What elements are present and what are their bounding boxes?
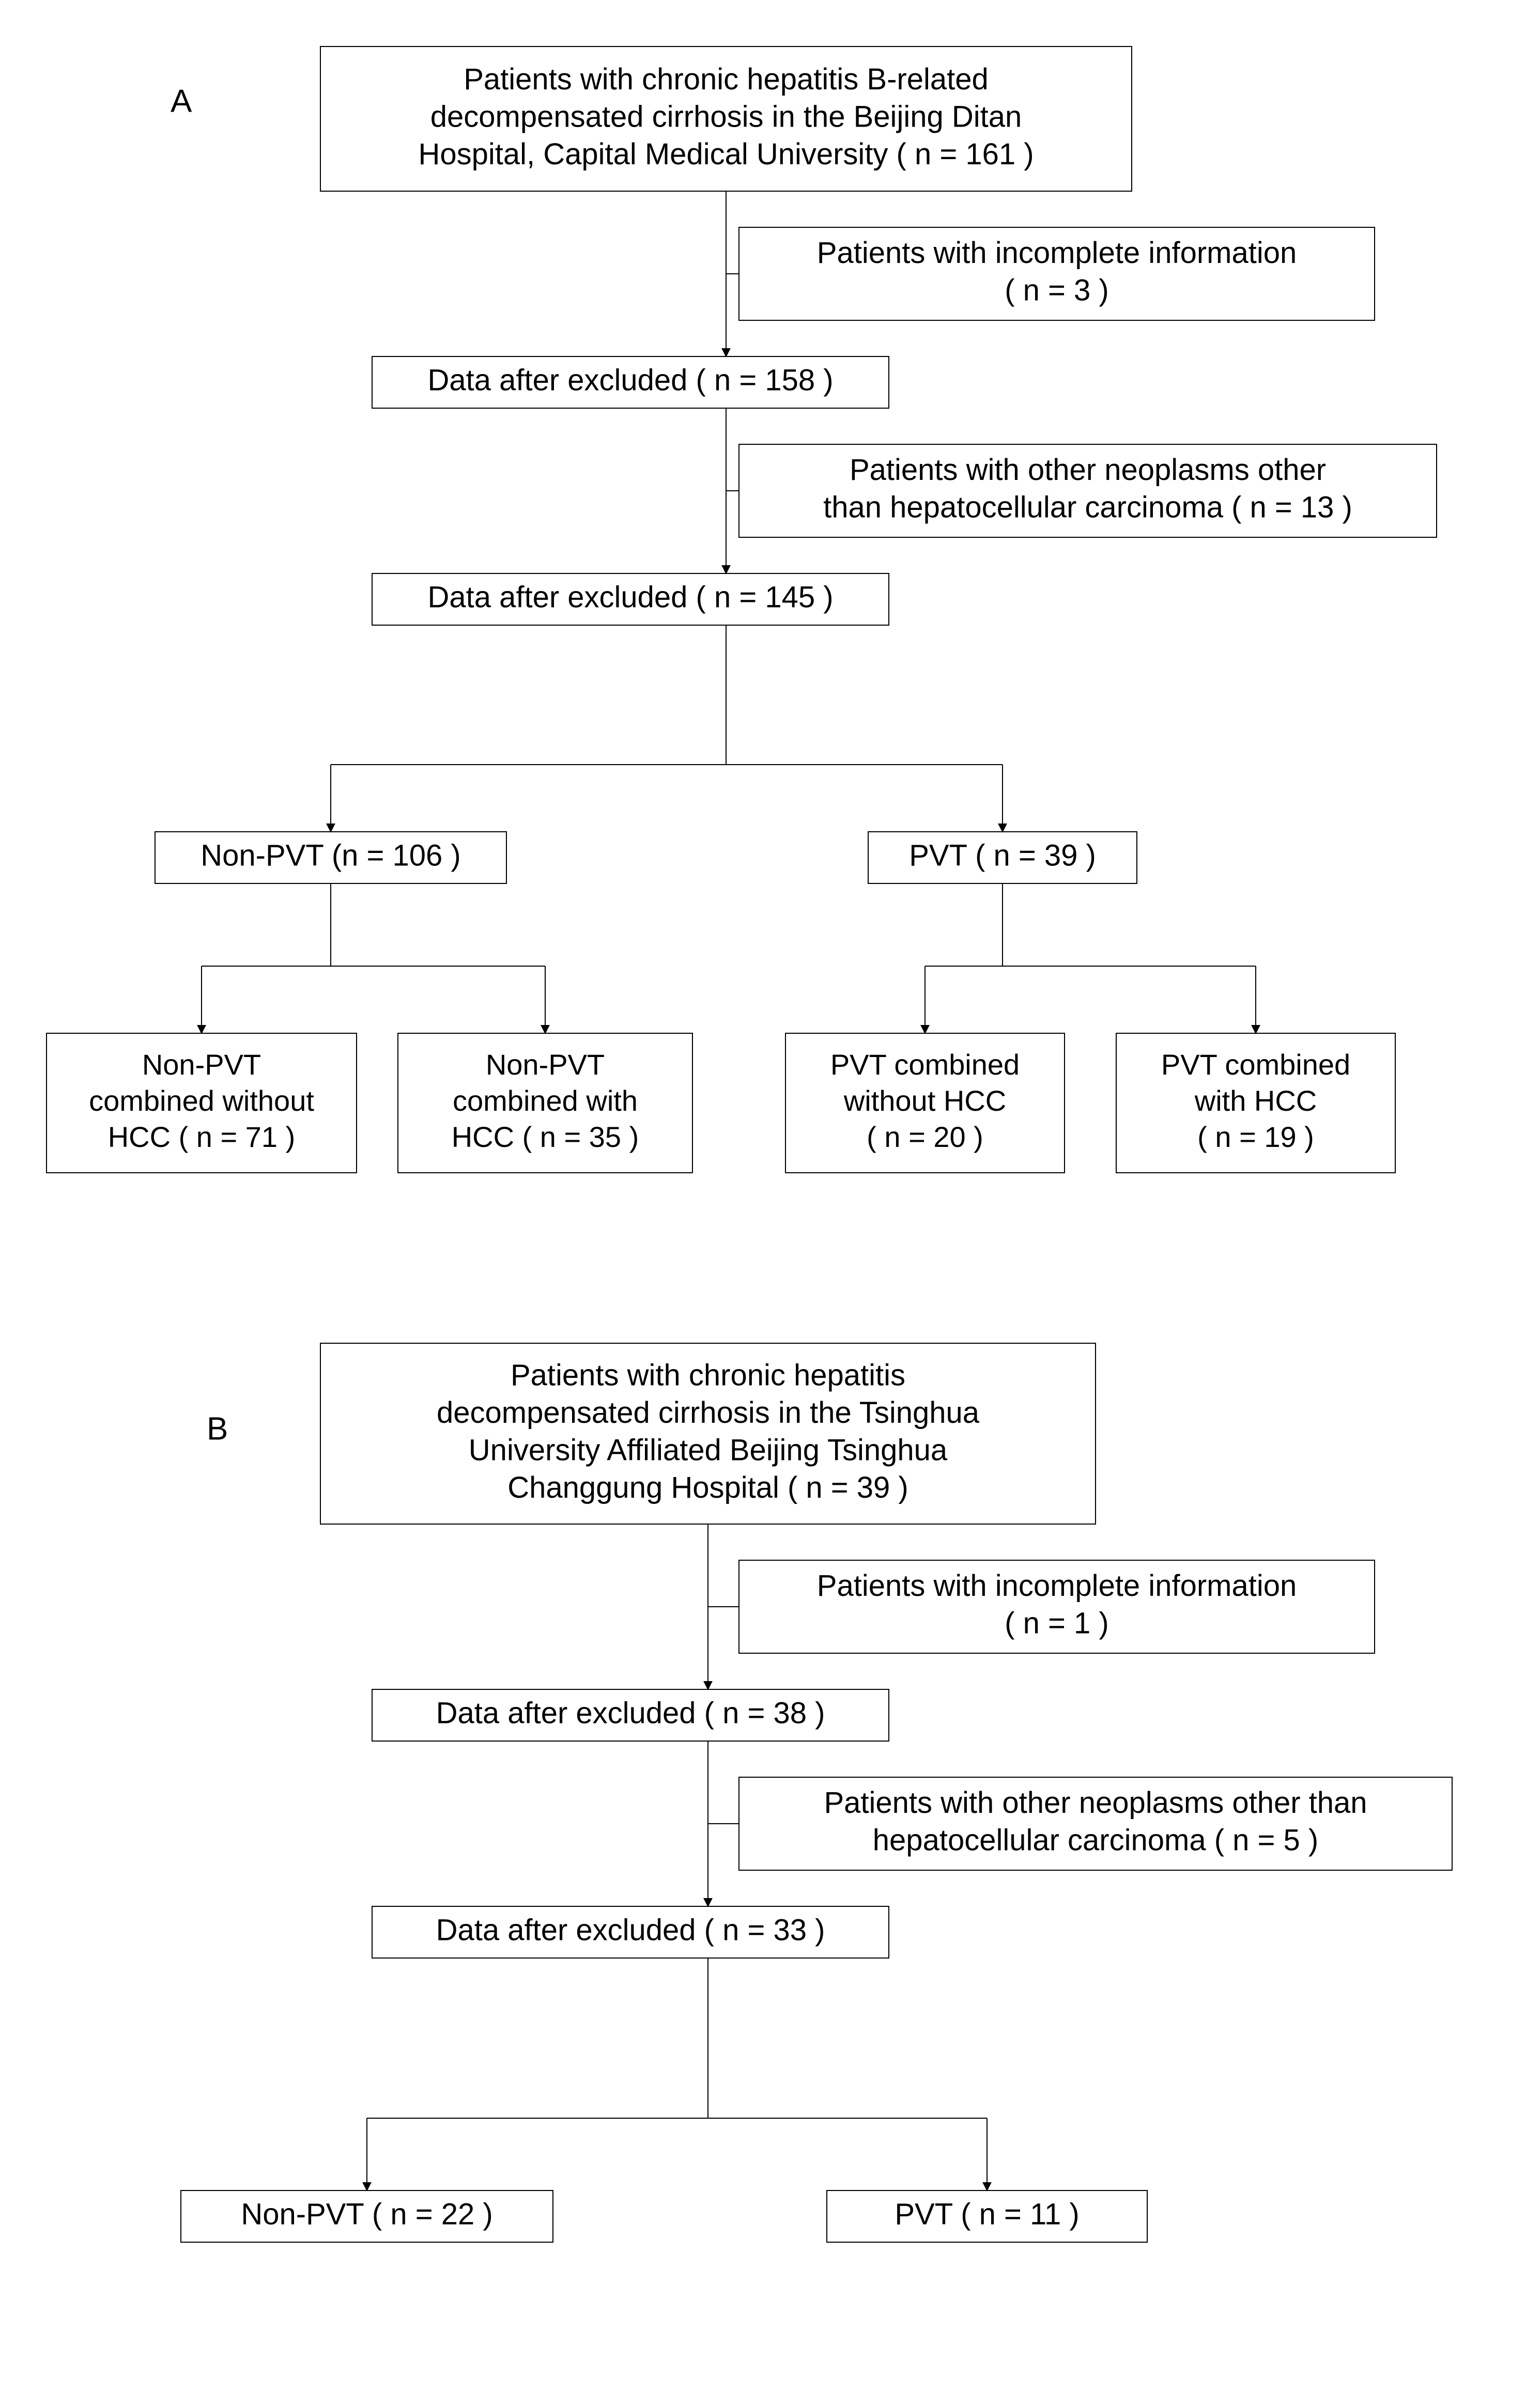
node-a_np_nohcc-text: Non-PVT bbox=[142, 1048, 261, 1081]
node-a_top-text: decompensated cirrhosis in the Beijing D… bbox=[430, 100, 1022, 133]
node-b_side1-text: Patients with incomplete information bbox=[817, 1569, 1297, 1603]
node-a_p_nohcc-text: without HCC bbox=[843, 1084, 1006, 1117]
node-a_p_hcc-text: with HCC bbox=[1194, 1084, 1317, 1117]
node-a_p_nohcc-text: ( n = 20 ) bbox=[867, 1121, 983, 1153]
node-a_np_hcc-text: HCC ( n = 35 ) bbox=[452, 1121, 639, 1153]
node-a_p_nohcc-text: PVT combined bbox=[830, 1048, 1020, 1081]
node-b_top-text: University Affiliated Beijing Tsinghua bbox=[469, 1434, 948, 1467]
node-a_np_nohcc-text: combined without bbox=[89, 1084, 314, 1117]
node-b_top-text: Changgung Hospital ( n = 39 ) bbox=[507, 1471, 908, 1504]
node-b_top-text: decompensated cirrhosis in the Tsinghua bbox=[437, 1396, 980, 1430]
node-a_mid2-text: Data after excluded ( n = 145 ) bbox=[427, 580, 833, 614]
node-a_top-text: Hospital, Capital Medical University ( n… bbox=[418, 137, 1034, 171]
node-a_side1-text: Patients with incomplete information bbox=[817, 236, 1297, 270]
node-a_side2-text: than hepatocellular carcinoma ( n = 13 ) bbox=[823, 491, 1352, 524]
node-b_mid1-text: Data after excluded ( n = 38 ) bbox=[436, 1696, 825, 1730]
node-b_pvt-text: PVT ( n = 11 ) bbox=[895, 2197, 1079, 2231]
node-a_p_hcc-text: ( n = 19 ) bbox=[1197, 1121, 1314, 1153]
node-b_side2-text: Patients with other neoplasms other than bbox=[824, 1786, 1367, 1820]
flowchart-canvas: A Patients with chronic hepatitis B-relat… bbox=[0, 0, 1526, 2408]
node-a_side2-text: Patients with other neoplasms other bbox=[850, 453, 1326, 487]
node-b_nonpvt-text: Non-PVT ( n = 22 ) bbox=[241, 2197, 492, 2231]
panel-label-a: A bbox=[171, 83, 192, 119]
node-a_np_hcc-text: Non-PVT bbox=[486, 1048, 605, 1081]
node-a_top-text: Patients with chronic hepatitis B-relate… bbox=[464, 63, 989, 96]
node-b_mid2-text: Data after excluded ( n = 33 ) bbox=[436, 1913, 825, 1947]
node-a_np_hcc-text: combined with bbox=[453, 1084, 638, 1117]
node-b_top-text: Patients with chronic hepatitis bbox=[511, 1359, 905, 1392]
panel-label-b: B bbox=[207, 1411, 228, 1447]
node-a_p_hcc-text: PVT combined bbox=[1161, 1048, 1350, 1081]
node-a_nonpvt-text: Non-PVT (n = 106 ) bbox=[201, 838, 460, 872]
node-b_side1-text: ( n = 1 ) bbox=[1005, 1607, 1108, 1640]
node-a_mid1-text: Data after excluded ( n = 158 ) bbox=[427, 363, 833, 397]
node-a_side1-text: ( n = 3 ) bbox=[1005, 274, 1108, 307]
node-a_pvt-text: PVT ( n = 39 ) bbox=[909, 838, 1096, 872]
node-b_side2-text: hepatocellular carcinoma ( n = 5 ) bbox=[873, 1824, 1318, 1857]
node-a_np_nohcc-text: HCC ( n = 71 ) bbox=[108, 1121, 296, 1153]
